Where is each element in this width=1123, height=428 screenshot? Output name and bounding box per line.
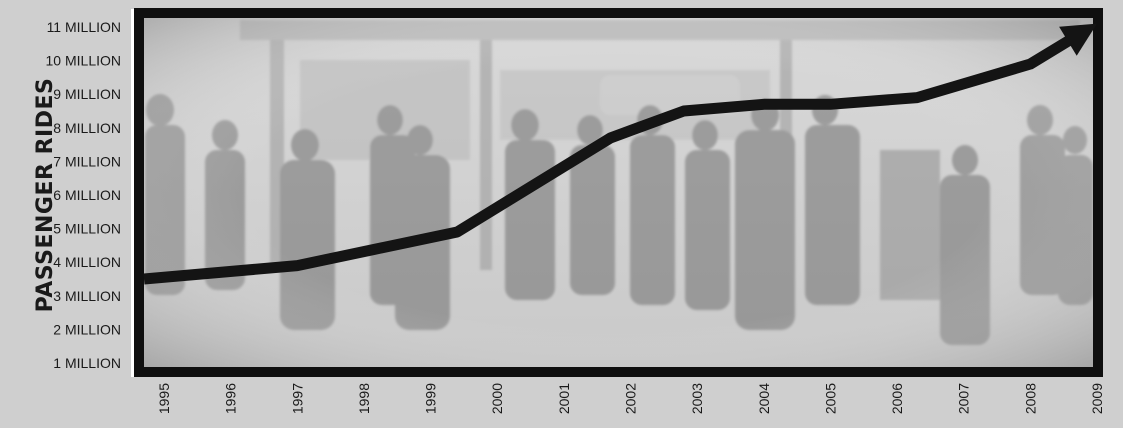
x-tick-label: 2006 — [889, 383, 905, 414]
x-tick-label: 1998 — [356, 383, 372, 414]
y-axis-label: PASSENGER RIDES — [33, 78, 58, 313]
series-arrowhead-0 — [1059, 23, 1097, 56]
y-tick-label: 7 MILLION — [53, 153, 121, 169]
x-tick-label: 2004 — [756, 383, 772, 414]
x-tick-label: 2000 — [489, 383, 505, 414]
y-tick-label: 8 MILLION — [53, 120, 121, 136]
x-tick-labels: 1995 1996 1997 1998 1999 2000 2001 2002 2003 2004… — [156, 383, 1105, 414]
y-tick-label: 11 MILLION — [47, 19, 121, 35]
x-tick-label: 2001 — [556, 383, 572, 414]
x-tick-label: 1996 — [223, 383, 239, 414]
y-tick-label: 3 MILLION — [53, 288, 121, 304]
y-tick-label: 6 MILLION — [53, 187, 121, 203]
x-tick-label: 2003 — [689, 383, 705, 414]
series-layer — [143, 23, 1097, 285]
y-tick-label: 1 MILLION — [53, 355, 121, 371]
x-tick-label: 1995 — [156, 383, 172, 414]
y-tick-label: 4 MILLION — [53, 254, 121, 270]
y-tick-label: 9 MILLION — [53, 86, 121, 102]
x-tick-label: 1997 — [289, 383, 305, 414]
x-tick-label: 2005 — [822, 383, 838, 414]
x-tick-label: 2008 — [1022, 383, 1038, 414]
x-tick-label: 2009 — [1089, 383, 1105, 414]
series-line-0 — [143, 32, 1077, 285]
y-tick-label: 2 MILLION — [53, 321, 121, 337]
background-photo — [131, 9, 1103, 377]
chart-frame — [134, 8, 1103, 377]
y-tick-labels: 1 MILLION 2 MILLION 3 MILLION 4 MILLION 5 MI… — [46, 19, 121, 371]
y-tick-label: 10 MILLION — [46, 53, 121, 69]
x-tick-label: 2002 — [623, 383, 639, 414]
x-tick-label: 2007 — [956, 383, 972, 414]
x-tick-label: 1999 — [423, 383, 439, 414]
y-tick-label: 5 MILLION — [53, 221, 121, 237]
